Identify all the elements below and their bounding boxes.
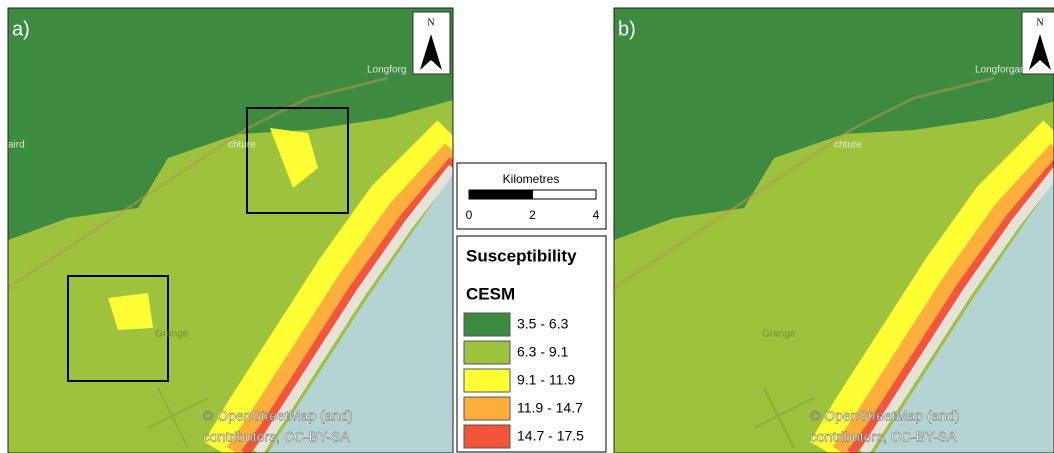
- legend-title: Susceptibility: [466, 246, 577, 265]
- figure: a) b) N N Longforg chture aird Grange Lo…: [0, 0, 1054, 453]
- panel-label: a): [12, 18, 30, 40]
- scale-title: Kilometres: [503, 172, 560, 186]
- place-label: Grange: [762, 329, 796, 340]
- north-label: N: [427, 17, 434, 28]
- attribution: contributors, CC-BY-SA: [203, 429, 350, 445]
- legend-label: 14.7 - 17.5: [517, 428, 584, 444]
- panel-label: b): [618, 18, 636, 40]
- scale-segment: [469, 190, 533, 199]
- place-label: Longforg: [367, 65, 406, 76]
- place-label: chture: [834, 140, 862, 151]
- scale-tick-label: 4: [593, 208, 600, 222]
- attribution: © OpenStreetMap (and): [203, 408, 353, 424]
- attribution: contributors, CC-BY-SA: [810, 429, 957, 445]
- place-label: Longforgan: [975, 65, 1026, 76]
- legend-label: 3.5 - 6.3: [517, 316, 569, 332]
- legend-swatch: [464, 313, 510, 336]
- legend-swatch: [464, 341, 510, 364]
- legend-subtitle: CESM: [466, 284, 515, 303]
- legend-swatch: [464, 369, 510, 392]
- scale-tick-label: 2: [529, 208, 536, 222]
- legend-label: 11.9 - 14.7: [517, 400, 583, 416]
- legend-swatch: [464, 425, 510, 448]
- scale-tick-label: 0: [466, 208, 473, 222]
- north-label: N: [1036, 17, 1043, 28]
- legend-swatch: [464, 397, 510, 420]
- legend-label: 6.3 - 9.1: [517, 344, 569, 360]
- scale-segment: [533, 190, 597, 199]
- place-label: Grange: [155, 329, 189, 340]
- place-label: chture: [228, 140, 256, 151]
- legend-label: 9.1 - 11.9: [517, 372, 575, 388]
- place-label: aird: [8, 140, 25, 151]
- attribution: © OpenStreetMap (and): [810, 408, 960, 424]
